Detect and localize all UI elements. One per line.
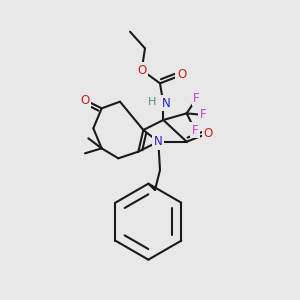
Text: F: F xyxy=(192,124,198,136)
Text: O: O xyxy=(137,64,146,76)
Text: N: N xyxy=(162,97,171,110)
Text: N: N xyxy=(154,135,163,148)
Text: H: H xyxy=(148,97,156,107)
Text: F: F xyxy=(200,109,207,122)
Text: O: O xyxy=(177,68,186,82)
Text: O: O xyxy=(80,94,90,106)
Text: F: F xyxy=(194,92,200,105)
Text: O: O xyxy=(204,127,213,140)
